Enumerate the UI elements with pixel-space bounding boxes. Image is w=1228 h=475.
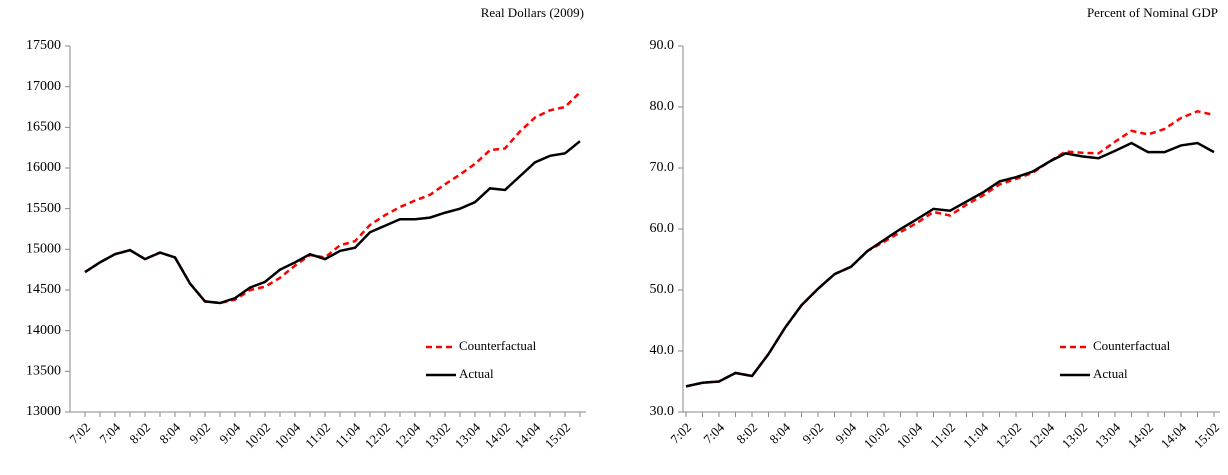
x-tick-label: 9:02 [186,420,213,447]
x-tick-label: 8:04 [156,419,183,446]
series-line [84,140,581,305]
legend-label: Actual [1093,366,1128,381]
x-tick-label: 12:02 [362,420,394,452]
x-tick-label: 12:02 [993,420,1025,452]
y-tick-label: 40.0 [650,343,675,358]
y-tick-label: 70.0 [650,160,675,175]
x-tick-label: 15:02 [542,420,574,452]
y-tick-label: 17500 [26,38,61,53]
series-line [685,109,1215,388]
y-tick-label: 16500 [26,120,61,135]
y-tick-label: 14500 [26,282,61,297]
x-tick-label: 10:02 [861,420,893,452]
x-tick-label: 13:04 [452,419,484,451]
x-tick-label: 9:02 [799,420,826,447]
x-tick-label: 8:02 [733,420,760,447]
x-tick-label: 14:02 [1125,420,1157,452]
x-tick-label: 14:04 [512,419,544,451]
y-tick-label: 17000 [26,79,61,94]
x-tick-label: 7:02 [66,420,93,447]
x-tick-label: 7:04 [700,419,727,446]
y-tick-label: 13000 [26,404,61,419]
x-tick-label: 14:02 [482,420,514,452]
x-tick-label: 7:04 [96,419,123,446]
y-tick-label: 80.0 [650,99,675,114]
x-tick-label: 11:02 [302,420,333,451]
y-tick-label: 15000 [26,242,61,257]
x-tick-label: 9:04 [216,419,243,446]
legend-label: Actual [459,366,494,381]
x-tick-label: 15:02 [1191,420,1223,452]
y-tick-label: 13500 [26,364,61,379]
x-tick-label: 7:02 [667,420,694,447]
x-tick-label: 12:04 [392,419,424,451]
y-tick-label: 15500 [26,201,61,216]
x-tick-label: 11:04 [332,419,364,451]
y-tick-label: 14000 [26,323,61,338]
legend-label: Counterfactual [1093,338,1171,353]
chart-subtitle: Percent of Nominal GDP [1087,5,1218,20]
y-tick-label: 30.0 [650,404,675,419]
x-tick-label: 10:04 [272,419,304,451]
series-line [685,141,1215,388]
series-line [84,91,581,305]
x-tick-label: 9:04 [832,419,859,446]
chart-subtitle: Real Dollars (2009) [481,5,584,20]
x-tick-label: 11:04 [960,419,992,451]
x-tick-label: 12:04 [1026,419,1058,451]
x-tick-label: 10:04 [894,419,926,451]
y-tick-label: 50.0 [650,282,675,297]
x-tick-label: 14:04 [1158,419,1190,451]
x-tick-label: 11:02 [927,420,958,451]
x-tick-label: 8:02 [126,420,153,447]
x-tick-label: 13:02 [1059,420,1091,452]
x-tick-label: 13:04 [1092,419,1124,451]
y-tick-label: 90.0 [650,38,675,53]
x-tick-label: 10:02 [242,420,274,452]
legend-label: Counterfactual [459,338,537,353]
x-tick-label: 13:02 [422,420,454,452]
y-tick-label: 60.0 [650,221,675,236]
y-tick-label: 16000 [26,160,61,175]
x-tick-label: 8:04 [766,419,793,446]
